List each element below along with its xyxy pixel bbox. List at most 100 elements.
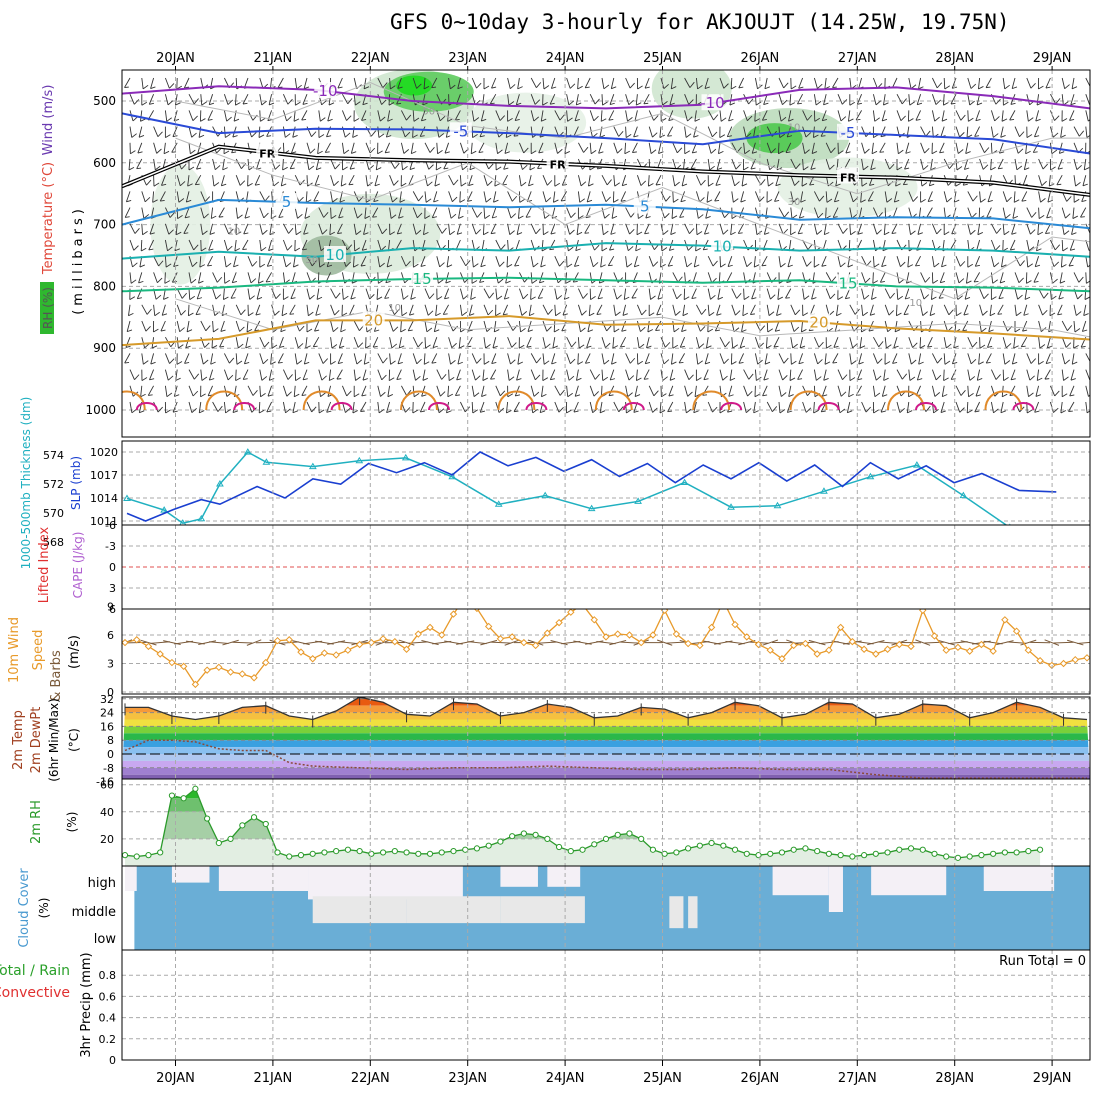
- isotherm-label-m5-0: -5: [453, 122, 468, 140]
- barb-53-9: [755, 224, 757, 235]
- barb-flag-69-1: [943, 103, 948, 106]
- cloud-mid-gap-4: [688, 896, 697, 928]
- barb-flag-28-6: [461, 183, 466, 186]
- barb-flag-10-6: [248, 183, 253, 186]
- precip-units: 3hr Precip (mm): [79, 952, 94, 1057]
- barb-29-9: [472, 224, 476, 234]
- barb-flag-39-13: [591, 296, 596, 299]
- barb-42-1: [626, 94, 629, 105]
- barb-48-12: [693, 272, 696, 282]
- barb-flag-53-15: [760, 326, 764, 331]
- barb-4-16: [177, 337, 178, 348]
- barb-78-0: [1046, 78, 1050, 88]
- date-tick-top-3: 23JAN: [448, 51, 487, 66]
- barb-flag-70-3: [960, 132, 965, 137]
- barb-flag-76-3: [1027, 135, 1032, 138]
- barb-flag-26-19: [440, 392, 445, 397]
- barb-flag-8-3: [225, 134, 230, 137]
- cloud-high-gap-4: [500, 866, 538, 887]
- date-tick-bottom-2: 22JAN: [351, 1071, 390, 1086]
- barb-flag-45-17: [664, 360, 669, 364]
- barb-67-2: [916, 110, 921, 120]
- barb-flag-52-6: [742, 184, 747, 186]
- barb-flag-77-18: [1037, 378, 1042, 380]
- barb-flag-7-13: [216, 295, 221, 300]
- barb-flag-73-1: [996, 99, 1001, 104]
- wind10m-barb-41: [596, 641, 615, 643]
- barb-67-11: [915, 256, 920, 266]
- barb-57-13: [803, 289, 805, 300]
- isotherm-label-p5-0: 5: [282, 193, 292, 211]
- barb-76-0: [1027, 78, 1031, 88]
- barb-flag-45-11: [661, 264, 666, 267]
- barb-flag-33-20: [514, 411, 518, 412]
- wind-ytick-1: 6: [107, 629, 114, 642]
- barb-50-16: [720, 337, 725, 347]
- barb-46-11: [668, 256, 673, 266]
- barb-flag-50-11: [721, 264, 726, 267]
- barb-77-3: [1034, 127, 1038, 137]
- barb-27-9: [449, 224, 450, 235]
- barb-75-12: [1015, 272, 1019, 282]
- barb-18-6: [341, 175, 342, 186]
- barb-80-6: [1074, 175, 1076, 186]
- barb-flag-8-18: [228, 375, 233, 380]
- barb-flag-0-3: [132, 134, 137, 138]
- barb-flag-9-6: [240, 181, 245, 186]
- barb-16-15: [315, 321, 319, 331]
- barb-49-5: [708, 159, 710, 170]
- barb-69-16: [944, 337, 946, 348]
- barb-flag-33-5: [522, 165, 527, 169]
- isotherm-label-m5-1: -5: [841, 124, 856, 142]
- barb-flag-66-19: [909, 394, 914, 397]
- barb-flag-66-18: [910, 377, 915, 381]
- barb-54-11: [762, 256, 767, 266]
- barb-flag-68-12: [933, 280, 938, 283]
- barb-flag-11-18: [262, 376, 267, 380]
- barb-11-1: [260, 94, 262, 105]
- barb-63-19: [873, 386, 875, 397]
- barb-flag-38-9: [577, 232, 582, 234]
- barb-flag-68-17: [937, 358, 941, 363]
- barb-flag-0-4: [130, 151, 135, 154]
- rh2m-point-7: [205, 816, 210, 821]
- barb-2-1: [149, 94, 153, 104]
- cloud-mid-gap-0: [313, 896, 407, 923]
- wind10m-barb-80: [1054, 642, 1074, 643]
- barb-flag-69-7: [947, 198, 952, 202]
- barb-23-19: [401, 386, 406, 396]
- barb-flag-29-0: [476, 83, 481, 88]
- barb-33-14: [519, 305, 521, 316]
- barb-flag-62-4: [865, 149, 870, 153]
- barb-42-7: [621, 191, 626, 201]
- barb-41-13: [614, 289, 617, 300]
- barb-flag-5-3: [192, 133, 197, 137]
- barb-flag-57-10: [808, 244, 812, 249]
- barb-34-7: [527, 191, 531, 201]
- wind10m-point-72: [967, 648, 973, 654]
- barb-0-17: [125, 353, 130, 363]
- barb-61-16: [850, 337, 853, 348]
- barb-flag-39-2: [594, 116, 599, 121]
- barb-73-15: [989, 321, 992, 332]
- barb-28-9: [457, 224, 460, 235]
- barb-60-0: [833, 78, 839, 88]
- wind10m-label: 10m Wind: [7, 617, 22, 683]
- barb-49-7: [707, 191, 708, 202]
- rh2m-point-12: [263, 821, 268, 826]
- barb-2-18: [149, 370, 153, 380]
- barb-flag-24-20: [413, 410, 418, 413]
- barb-flag-70-6: [956, 183, 961, 186]
- barb-flag-25-13: [429, 294, 434, 299]
- barb-0-10: [130, 240, 134, 250]
- barb-68-11: [932, 256, 934, 267]
- wind10m-barb-47: [666, 642, 686, 643]
- barb-flag-25-6: [427, 182, 432, 186]
- barb-80-17: [1072, 353, 1074, 364]
- barb-28-13: [460, 289, 463, 300]
- date-tick-top-8: 28JAN: [935, 51, 974, 66]
- barb-33-17: [518, 353, 520, 364]
- surface-loop-3: [401, 391, 437, 410]
- barb-flag-51-16: [733, 345, 738, 348]
- barb-25-14: [425, 305, 428, 316]
